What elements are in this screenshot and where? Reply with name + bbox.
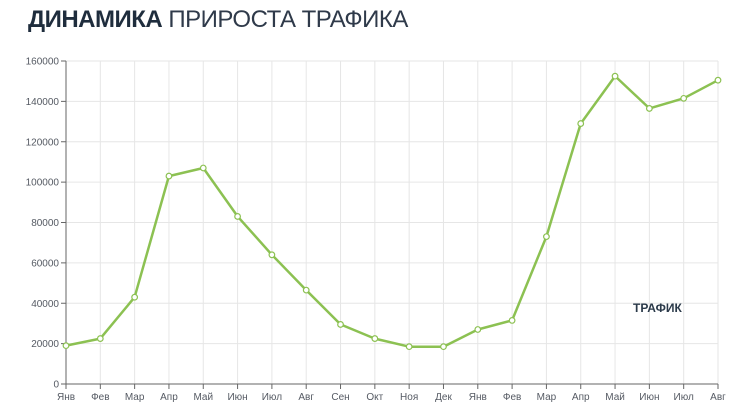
data-point[interactable] <box>199 164 207 172</box>
data-point[interactable] <box>611 72 619 80</box>
y-tick-label: 80000 <box>31 218 59 229</box>
data-point[interactable] <box>337 321 344 328</box>
x-tick-label: Янв <box>469 392 487 403</box>
legend: ТРАФИК <box>633 301 683 315</box>
title-light: ПРИРОСТА ТРАФИКА <box>168 6 408 33</box>
data-point[interactable] <box>302 286 310 294</box>
x-tick-label: Фев <box>503 392 521 403</box>
series <box>62 72 722 351</box>
y-tick-label: 40000 <box>31 299 59 310</box>
x-tick-label: Ноя <box>400 392 418 403</box>
x-tick-label: Дек <box>435 392 452 403</box>
data-point[interactable] <box>577 120 585 127</box>
data-point[interactable] <box>165 172 173 180</box>
data-point[interactable] <box>543 233 550 241</box>
page-title: ДИНАМИКА ПРИРОСТА ТРАФИКА <box>28 6 408 34</box>
legend-label: ТРАФИК <box>633 301 683 315</box>
y-tick-label: 60000 <box>31 258 59 269</box>
y-tick-label: 140000 <box>26 97 60 108</box>
x-tick-label: Май <box>605 392 625 403</box>
grid <box>65 60 719 385</box>
y-tick-label: 100000 <box>26 178 60 189</box>
x-tick-label: Сен <box>331 392 349 403</box>
series-line <box>65 74 719 348</box>
x-tick-label: Апр <box>572 392 590 403</box>
x-tick-label: Июн <box>227 392 247 403</box>
x-tick-label: Окт <box>366 392 383 403</box>
data-point[interactable] <box>474 326 482 333</box>
y-tick-label: 160000 <box>26 57 60 68</box>
data-point[interactable] <box>62 342 70 350</box>
data-point[interactable] <box>234 213 241 220</box>
y-tick-label: 120000 <box>26 137 60 148</box>
data-point[interactable] <box>405 343 413 351</box>
x-tick-label: Апр <box>160 392 178 403</box>
x-tick-label: Мар <box>125 392 145 403</box>
data-point[interactable] <box>371 335 379 342</box>
x-tick-label: Фев <box>91 392 109 403</box>
x-tick-label: Авг <box>710 392 726 403</box>
x-tick-label: Июл <box>262 392 282 403</box>
x-tick-label: Май <box>193 392 213 403</box>
y-tick-label: 20000 <box>31 339 59 350</box>
data-point[interactable] <box>680 94 688 102</box>
x-tick-label: Янв <box>57 392 75 403</box>
data-point[interactable] <box>268 251 276 259</box>
data-point[interactable] <box>714 76 722 84</box>
x-tick-label: Июн <box>639 392 659 403</box>
data-point[interactable] <box>131 293 139 301</box>
axes: 0 20000 40000 60000 80000 100000 120000 140000 1… <box>26 57 727 404</box>
data-point[interactable] <box>96 335 104 342</box>
y-tick-label: 0 <box>53 380 59 391</box>
data-point[interactable] <box>645 105 653 112</box>
data-point[interactable] <box>508 317 516 324</box>
x-tick-label: Мар <box>537 392 557 403</box>
x-tick-label: Июл <box>674 392 694 403</box>
x-tick-label: Авг <box>298 392 314 403</box>
title-bold: ДИНАМИКА <box>28 6 163 33</box>
data-point[interactable] <box>440 343 447 351</box>
